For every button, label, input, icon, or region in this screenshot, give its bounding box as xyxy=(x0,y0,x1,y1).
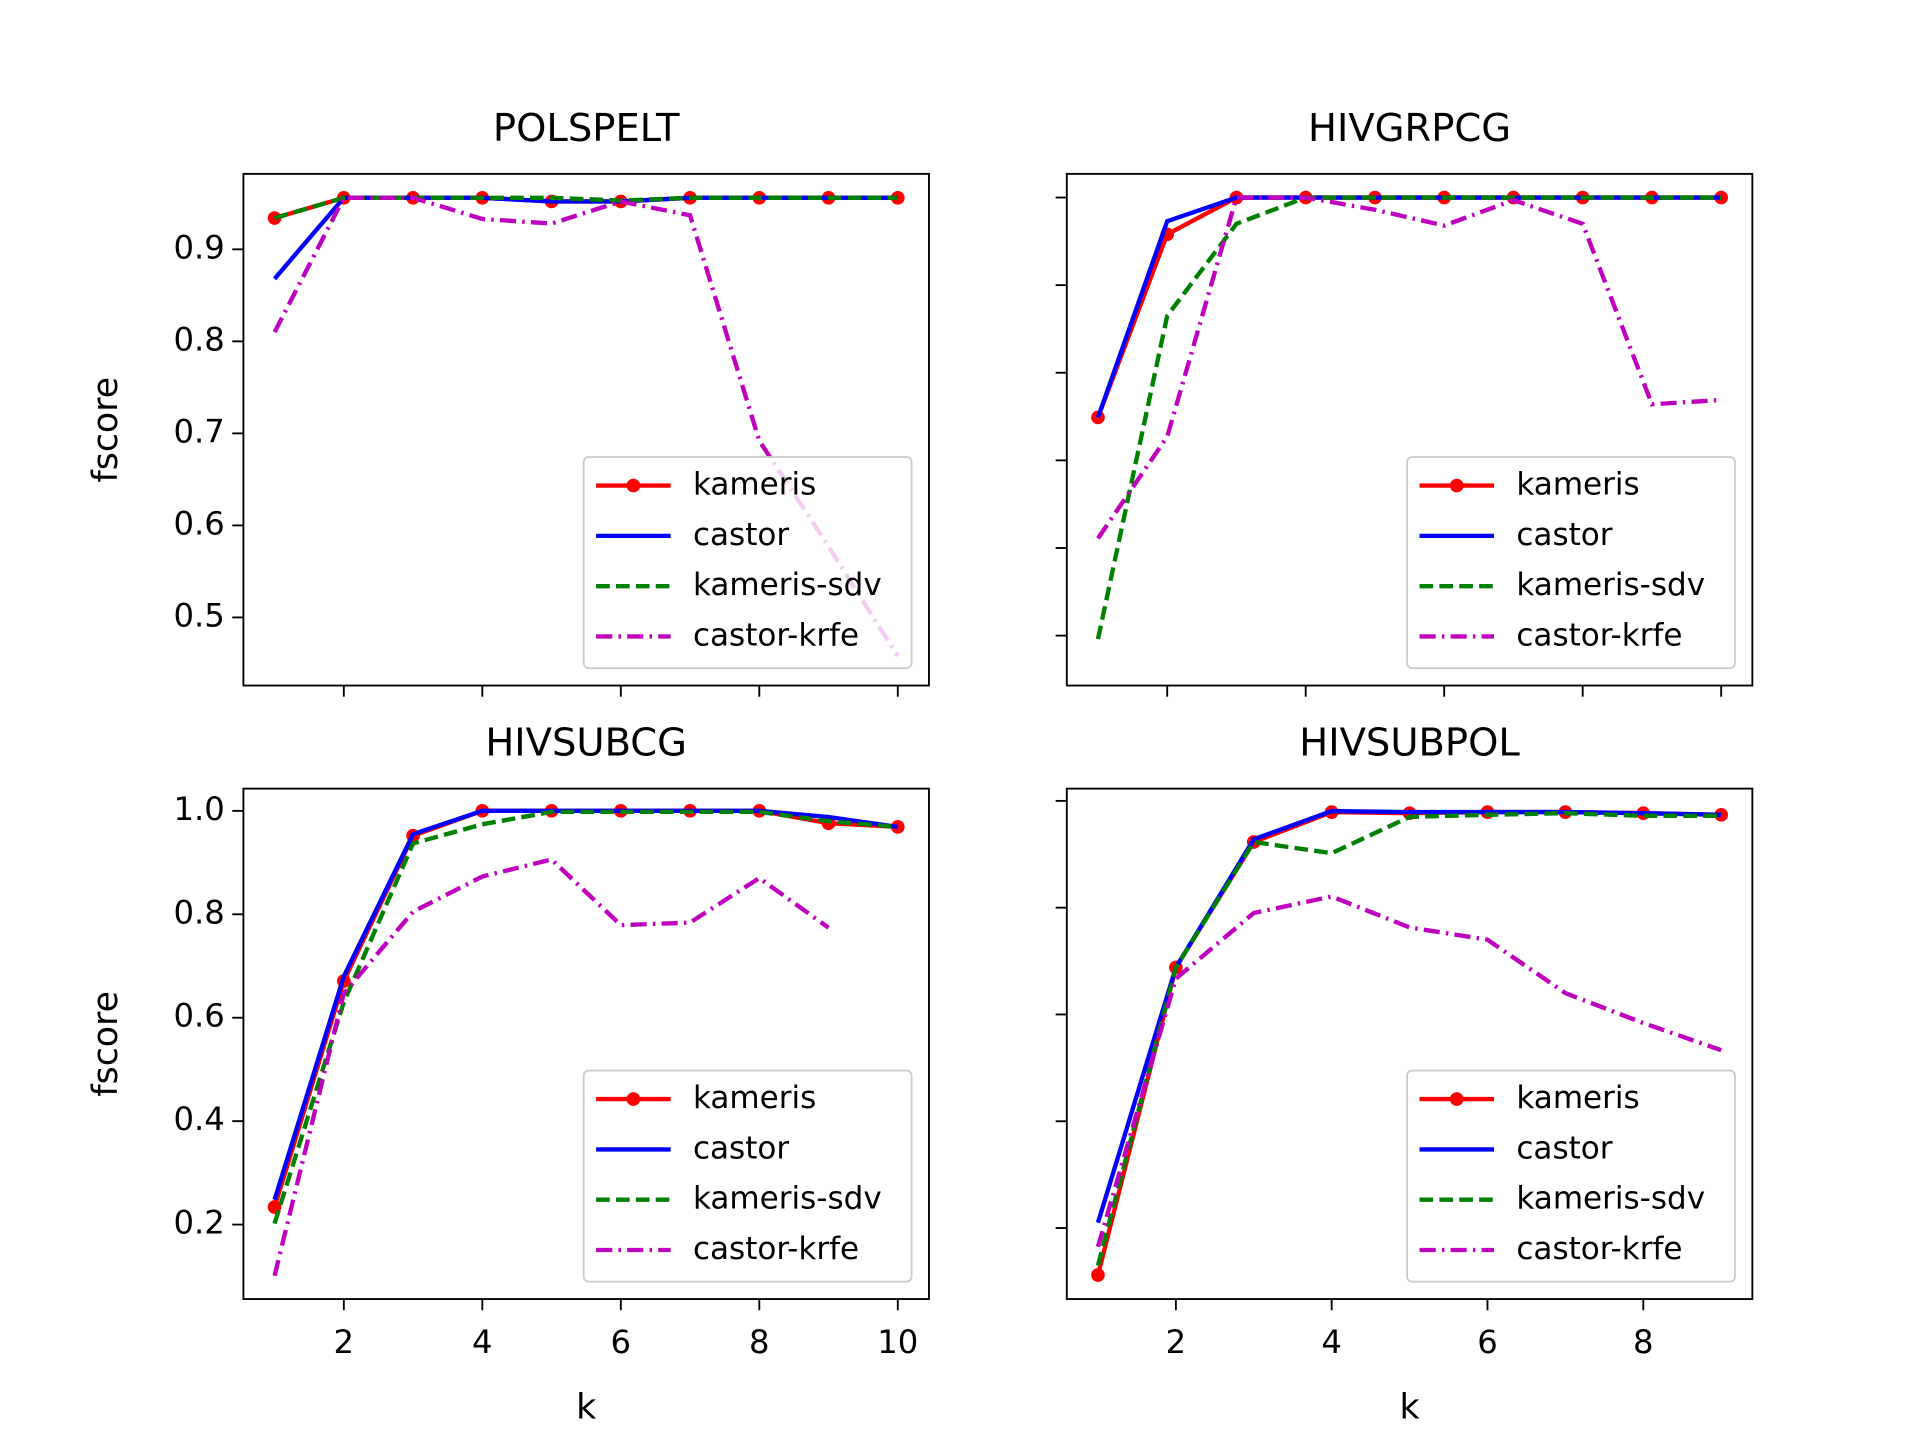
legend-label: castor-krfe xyxy=(693,617,859,653)
subplot: HIVGRPCG kameris castor kameris-sdv castor-k… xyxy=(1055,106,1754,697)
legend: kameris castor kameris-sdv castor-krfe xyxy=(1406,1069,1736,1283)
x-tick-label: 6 xyxy=(611,1323,632,1361)
legend-label: kameris xyxy=(693,1080,816,1116)
subplot: HIVSUBPOL 2 4 6 8 k kameris castor kameris-sdv ca… xyxy=(1055,721,1754,1427)
subplot: HIVSUBCG 2 4 6 8 10 0.2 0.4 0.6 0.8 1.0 k fscore kame… xyxy=(86,721,930,1427)
legend-label: castor xyxy=(693,1130,789,1166)
y-tick-label: 0.2 xyxy=(173,1204,224,1242)
subplot-title: HIVSUBPOL xyxy=(1299,721,1520,766)
legend-marker xyxy=(626,478,641,493)
x-tick-label: 6 xyxy=(1477,1323,1498,1361)
series-line xyxy=(273,195,898,221)
series-line xyxy=(1095,195,1722,640)
x-tick-label: 4 xyxy=(1321,1323,1342,1361)
axes-frame xyxy=(1065,172,1754,687)
legend-label: castor-krfe xyxy=(1516,1231,1682,1267)
legend-label: castor-krfe xyxy=(693,1231,859,1267)
y-tick-label: 0.6 xyxy=(173,997,224,1035)
legend-label: kameris-sdv xyxy=(693,567,882,603)
legend-marker xyxy=(626,1092,641,1106)
y-axis-label: fscore xyxy=(86,377,126,483)
legend-label: kameris-sdv xyxy=(1516,1181,1705,1217)
x-tick-label: 2 xyxy=(334,1323,355,1361)
legend-label: castor xyxy=(693,517,789,553)
legend-label: castor xyxy=(1516,517,1612,553)
legend-label: kameris-sdv xyxy=(1516,567,1705,603)
legend: kameris castor kameris-sdv castor-krfe xyxy=(582,456,913,670)
y-tick-label: 0.9 xyxy=(173,228,224,266)
series-line xyxy=(272,809,898,1225)
series-line xyxy=(1095,894,1722,1248)
legend-label: kameris xyxy=(1516,1080,1639,1116)
legend-label: castor-krfe xyxy=(1516,617,1682,653)
legend-box xyxy=(1406,1069,1736,1283)
y-tick-label: 0.8 xyxy=(173,893,224,931)
legend-label: castor xyxy=(1516,1130,1612,1166)
legend-label: kameris-sdv xyxy=(693,1181,882,1217)
axes-frame xyxy=(242,172,930,687)
subplot-title: HIVSUBCG xyxy=(485,721,687,766)
legend: kameris castor kameris-sdv castor-krfe xyxy=(582,1069,913,1283)
legend-box xyxy=(582,456,913,670)
y-tick-label: 0.4 xyxy=(173,1100,224,1138)
x-tick-label: 4 xyxy=(472,1323,493,1361)
x-axis-label: k xyxy=(1400,1387,1421,1427)
y-tick-label: 1.0 xyxy=(173,790,224,828)
series-line xyxy=(1095,195,1722,419)
x-axis-label: k xyxy=(576,1387,597,1427)
legend-box xyxy=(582,1069,913,1283)
axes-frame xyxy=(242,787,930,1300)
x-tick-label: 8 xyxy=(749,1323,770,1361)
axes-frame xyxy=(1065,787,1754,1300)
subplot-title: POLSPELT xyxy=(493,106,680,151)
series-marker xyxy=(1091,1268,1105,1282)
legend: kameris castor kameris-sdv castor-krfe xyxy=(1406,456,1736,670)
series-line xyxy=(272,195,898,281)
x-tick-label: 8 xyxy=(1633,1323,1654,1361)
y-tick-label: 0.5 xyxy=(173,596,224,634)
legend-label: kameris xyxy=(1516,467,1639,503)
legend-marker xyxy=(1449,1092,1464,1106)
legend-marker xyxy=(1449,478,1464,493)
series-line xyxy=(1095,811,1722,1266)
x-tick-label: 2 xyxy=(1166,1323,1187,1361)
legend-box xyxy=(1406,456,1736,670)
y-tick-label: 0.7 xyxy=(173,412,224,450)
x-tick-label: 10 xyxy=(877,1323,918,1361)
subplot-title: HIVGRPCG xyxy=(1308,106,1511,151)
series-line xyxy=(1095,195,1722,419)
subplot: POLSPELT 0.5 0.6 0.7 0.8 0.9 fscore kameris cast… xyxy=(86,106,930,697)
legend-label: kameris xyxy=(693,467,816,503)
series-line xyxy=(272,857,830,1277)
y-axis-label: fscore xyxy=(86,991,126,1097)
y-tick-label: 0.6 xyxy=(173,504,224,542)
y-tick-label: 0.8 xyxy=(173,320,224,358)
